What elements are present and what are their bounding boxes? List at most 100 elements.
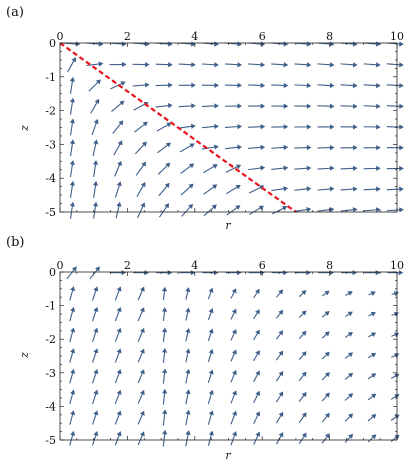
vector-arrow xyxy=(344,413,354,422)
vector-arrow xyxy=(137,307,145,322)
vector-arrow xyxy=(114,307,122,322)
vector-arrow xyxy=(253,350,260,362)
vector-arrow xyxy=(207,369,214,384)
vector-arrow xyxy=(298,290,307,298)
vector-arrow xyxy=(317,103,335,109)
vector-arrow xyxy=(363,165,381,171)
vector-arrow xyxy=(271,41,289,47)
vector-arrow xyxy=(340,207,358,213)
vector-arrow xyxy=(248,185,265,194)
vector-arrow xyxy=(69,118,75,136)
vector-arrow xyxy=(271,62,289,68)
vector-arrow xyxy=(179,270,196,276)
vector-arrow xyxy=(225,164,242,173)
vector-arrow xyxy=(92,327,99,343)
vector-arrow xyxy=(253,411,261,424)
vector-arrow xyxy=(364,270,381,276)
vector-arrow xyxy=(110,81,126,90)
vector-arrow xyxy=(317,186,335,192)
vector-arrow xyxy=(92,286,99,301)
vector-arrow xyxy=(340,165,358,171)
vector-arrow xyxy=(201,144,219,150)
x-tick-label: 10 xyxy=(390,30,404,43)
plot-frame-b xyxy=(59,271,398,441)
vector-arrow xyxy=(230,390,237,404)
vector-arrow xyxy=(132,41,150,47)
vector-arrow xyxy=(294,62,312,68)
vector-arrow xyxy=(225,184,241,195)
vector-arrow xyxy=(345,291,353,296)
vector-arrow xyxy=(298,432,307,444)
vector-arrow xyxy=(344,352,354,359)
vector-arrow xyxy=(134,121,148,133)
vector-arrow xyxy=(185,348,191,363)
x-axis-label-a: r xyxy=(225,219,231,232)
vector-arrow xyxy=(230,431,238,446)
vector-arrow xyxy=(321,351,330,360)
vector-arrow xyxy=(225,144,242,150)
axis-ticks-b: 0 2 4 6 8 10 0 -1 -2 -3 -4 -5 xyxy=(45,259,404,447)
vector-arrow xyxy=(390,373,400,379)
x-tick-label: 0 xyxy=(57,259,64,272)
vector-arrow xyxy=(201,82,219,88)
vector-arrow xyxy=(86,41,104,47)
vector-arrow xyxy=(390,434,400,442)
vector-arrow xyxy=(109,61,127,68)
vector-arrow xyxy=(363,82,381,89)
vector-arrow xyxy=(207,430,214,446)
vector-arrow xyxy=(276,289,284,298)
vector-arrow xyxy=(69,201,75,219)
y-axis-label-b: z xyxy=(18,352,31,359)
vector-arrow xyxy=(185,307,191,321)
vector-arrow xyxy=(185,389,191,405)
vector-arrow xyxy=(226,205,241,216)
vector-arrow xyxy=(368,311,376,317)
vector-arrow xyxy=(294,206,312,213)
vector-arrow xyxy=(92,410,99,425)
axis-ticks-a: 0 2 4 6 8 10 0 -1 -2 -3 -4 -5 xyxy=(45,30,404,219)
vector-arrow xyxy=(207,287,214,300)
y-tick-label: -4 xyxy=(45,400,56,413)
vector-arrow xyxy=(294,82,312,89)
vector-arrow xyxy=(275,391,284,403)
y-tick-label: -1 xyxy=(45,71,56,84)
vector-arrow xyxy=(156,270,173,276)
vector-arrow xyxy=(271,205,288,215)
vector-arrow xyxy=(363,124,381,130)
vector-arrow xyxy=(134,141,147,155)
vector-arrow xyxy=(157,142,172,154)
vector-arrow xyxy=(275,350,284,361)
vector-arrow xyxy=(132,61,150,68)
vector-arrow xyxy=(69,286,76,301)
vector-arrow xyxy=(294,144,312,151)
vector-arrow xyxy=(230,410,237,425)
panel-label-a: (a) xyxy=(6,5,24,20)
vector-arrow xyxy=(294,124,312,130)
vector-arrow xyxy=(271,144,289,151)
vector-arrow xyxy=(225,82,243,88)
panel-label-b: (b) xyxy=(6,235,24,250)
vector-arrow xyxy=(317,207,335,213)
vector-arrow xyxy=(157,162,171,175)
vector-arrow xyxy=(253,370,260,383)
x-tick-label: 2 xyxy=(124,30,131,43)
vector-arrow xyxy=(162,368,168,384)
vector-arrow xyxy=(294,270,311,276)
y-tick-label: -5 xyxy=(45,434,56,447)
vector-arrow xyxy=(298,351,307,360)
y-tick-label: -4 xyxy=(45,172,56,185)
vector-arrow xyxy=(203,204,217,217)
vector-arrow xyxy=(69,76,75,94)
vector-arrow xyxy=(294,165,312,171)
vector-arrow xyxy=(114,160,122,177)
vector-arrow xyxy=(275,411,284,424)
panel-b: (b) 0 2 4 6 8 10 0 -1 -2 -3 -4 -5 r z xyxy=(6,235,404,462)
vector-arrow xyxy=(275,330,284,340)
vector-arrow xyxy=(137,369,145,384)
vector-arrow xyxy=(202,270,219,276)
vector-arrow xyxy=(179,143,195,153)
vector-arrow xyxy=(253,309,260,320)
vector-arrow xyxy=(298,412,307,423)
vector-arrow xyxy=(340,103,358,109)
vector-arrow xyxy=(207,308,214,321)
